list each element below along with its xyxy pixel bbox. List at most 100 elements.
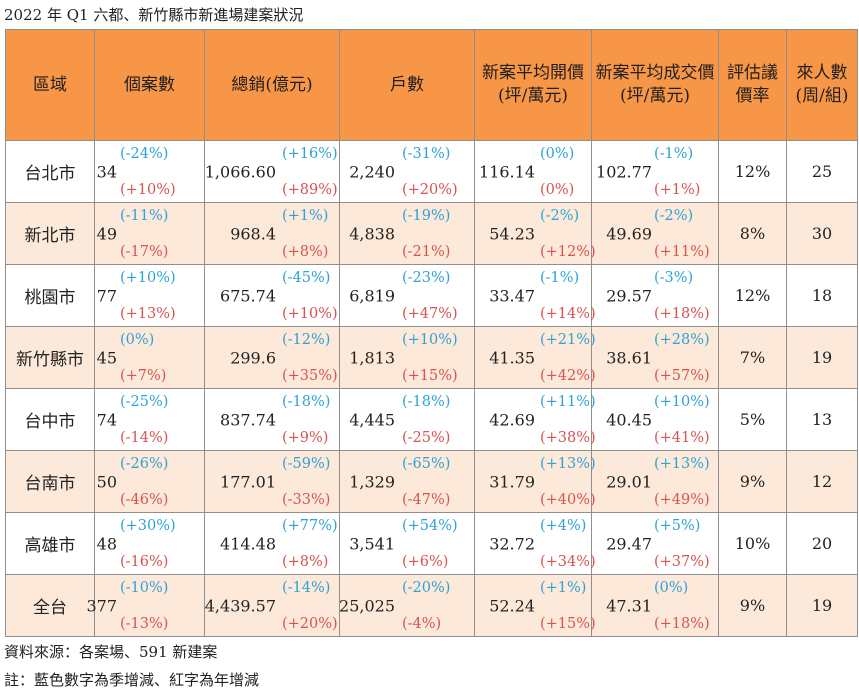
sales-year-change: (+89%) bbox=[282, 182, 338, 198]
cases-year-change: (-16%) bbox=[120, 554, 169, 570]
cases-year-change: (+7%) bbox=[120, 368, 167, 384]
ask-year-change: (+40%) bbox=[540, 492, 596, 508]
region-cell: 台中市 bbox=[5, 388, 95, 451]
deal-year-change: (+1%) bbox=[654, 182, 701, 198]
deal-quarter-change: (-1%) bbox=[654, 146, 694, 162]
units-value: 1,813 bbox=[349, 348, 395, 367]
ask-value: 52.24 bbox=[489, 596, 535, 615]
deal-year-change: (+41%) bbox=[654, 430, 710, 446]
cases-quarter-change: (-26%) bbox=[120, 456, 169, 472]
sales-value: 4,439.57 bbox=[204, 596, 276, 615]
sales-cell: (-14%) 4,439.57 (+20%) bbox=[204, 574, 340, 637]
bargain-rate-cell: 12% bbox=[718, 140, 787, 203]
cases-value: 74 bbox=[96, 410, 117, 429]
ask-year-change: (+42%) bbox=[540, 368, 596, 384]
units-quarter-change: (-23%) bbox=[402, 270, 451, 286]
deal-quarter-change: (0%) bbox=[654, 580, 689, 596]
sales-quarter-change: (-14%) bbox=[282, 580, 331, 596]
units-value: 25,025 bbox=[339, 596, 395, 615]
units-year-change: (-21%) bbox=[402, 244, 451, 260]
deal-quarter-change: (-2%) bbox=[654, 208, 694, 224]
ask-quarter-change: (+1%) bbox=[540, 580, 587, 596]
sales-cell: (+1%) 968.4 (+8%) bbox=[204, 202, 340, 265]
cases-quarter-change: (+30%) bbox=[120, 518, 176, 534]
deal-cell: (-2%) 49.69 (+11%) bbox=[591, 202, 719, 265]
header-total-sales: 總銷(億元) bbox=[204, 29, 340, 141]
sales-quarter-change: (-45%) bbox=[282, 270, 331, 286]
deal-cell: (+5%) 29.47 (+37%) bbox=[591, 512, 719, 575]
deal-quarter-change: (-3%) bbox=[654, 270, 694, 286]
cases-cell: (-11%) 49 (-17%) bbox=[94, 202, 205, 265]
units-cell: (+54%) 3,541 (+6%) bbox=[339, 512, 475, 575]
ask-year-change: (+34%) bbox=[540, 554, 596, 570]
sales-quarter-change: (+1%) bbox=[282, 208, 329, 224]
deal-value: 49.69 bbox=[606, 224, 652, 243]
cases-cell: (+10%) 77 (+13%) bbox=[94, 264, 205, 327]
deal-year-change: (+18%) bbox=[654, 306, 710, 322]
cases-quarter-change: (-25%) bbox=[120, 394, 169, 410]
region-cell: 台南市 bbox=[5, 450, 95, 513]
cases-cell: (-24%) 34 (+10%) bbox=[94, 140, 205, 203]
table-row: 桃園市 (+10%) 77 (+13%) (-45%) 675.74 (+10%) (-23%… bbox=[5, 264, 858, 327]
units-quarter-change: (-65%) bbox=[402, 456, 451, 472]
deal-year-change: (+49%) bbox=[654, 492, 710, 508]
ask-value: 42.69 bbox=[489, 410, 535, 429]
cases-year-change: (-46%) bbox=[120, 492, 169, 508]
units-year-change: (-25%) bbox=[402, 430, 451, 446]
units-quarter-change: (-20%) bbox=[402, 580, 451, 596]
visitors-cell: 19 bbox=[786, 574, 858, 637]
units-value: 3,541 bbox=[349, 534, 395, 553]
ask-year-change: (+38%) bbox=[540, 430, 596, 446]
sales-cell: (-12%) 299.6 (+35%) bbox=[204, 326, 340, 389]
region-cell: 台北市 bbox=[5, 140, 95, 203]
deal-value: 38.61 bbox=[606, 348, 652, 367]
bargain-rate-cell: 8% bbox=[718, 202, 787, 265]
sales-quarter-change: (+77%) bbox=[282, 518, 338, 534]
legend-note: 註：藍色數字為季增減、紅字為年增減 bbox=[4, 671, 260, 689]
region-cell: 高雄市 bbox=[5, 512, 95, 575]
deal-value: 29.47 bbox=[606, 534, 652, 553]
deal-year-change: (+37%) bbox=[654, 554, 710, 570]
ask-value: 31.79 bbox=[489, 472, 535, 491]
region-cell: 新竹縣市 bbox=[5, 326, 95, 389]
deal-quarter-change: (+28%) bbox=[654, 332, 710, 348]
header-units: 戶數 bbox=[339, 29, 475, 141]
header-bargain-rate: 評估議價率 bbox=[718, 29, 787, 141]
sales-value: 675.74 bbox=[220, 286, 276, 305]
cases-quarter-change: (0%) bbox=[120, 332, 155, 348]
sales-quarter-change: (-59%) bbox=[282, 456, 331, 472]
ask-year-change: (+15%) bbox=[540, 616, 596, 632]
cases-cell: (+30%) 48 (-16%) bbox=[94, 512, 205, 575]
bargain-rate-cell: 7% bbox=[718, 326, 787, 389]
ask-cell: (+4%) 32.72 (+34%) bbox=[474, 512, 596, 575]
ask-year-change: (0%) bbox=[540, 182, 575, 198]
ask-cell: (-1%) 33.47 (+14%) bbox=[474, 264, 596, 327]
sales-value: 837.74 bbox=[220, 410, 276, 429]
sales-cell: (-59%) 177.01 (-33%) bbox=[204, 450, 340, 513]
deal-value: 102.77 bbox=[596, 162, 652, 181]
units-quarter-change: (-19%) bbox=[402, 208, 451, 224]
sales-quarter-change: (+16%) bbox=[282, 146, 338, 162]
ask-year-change: (+14%) bbox=[540, 306, 596, 322]
header-cases: 個案數 bbox=[94, 29, 205, 141]
units-quarter-change: (-31%) bbox=[402, 146, 451, 162]
deal-quarter-change: (+13%) bbox=[654, 456, 710, 472]
sales-year-change: (+20%) bbox=[282, 616, 338, 632]
ask-value: 32.72 bbox=[489, 534, 535, 553]
cases-value: 377 bbox=[86, 596, 117, 615]
sales-cell: (+77%) 414.48 (+8%) bbox=[204, 512, 340, 575]
units-year-change: (+6%) bbox=[402, 554, 449, 570]
table-title: 2022 年 Q1 六都、新竹縣市新進場建案狀況 bbox=[4, 6, 304, 24]
units-cell: (+10%) 1,813 (+15%) bbox=[339, 326, 475, 389]
ask-value: 33.47 bbox=[489, 286, 535, 305]
bargain-rate-cell: 5% bbox=[718, 388, 787, 451]
deal-value: 47.31 bbox=[606, 596, 652, 615]
ask-value: 54.23 bbox=[489, 224, 535, 243]
visitors-cell: 13 bbox=[786, 388, 858, 451]
deal-value: 40.45 bbox=[606, 410, 652, 429]
cases-year-change: (+13%) bbox=[120, 306, 176, 322]
sales-year-change: (+8%) bbox=[282, 554, 329, 570]
ask-quarter-change: (-2%) bbox=[540, 208, 580, 224]
ask-cell: (+1%) 52.24 (+15%) bbox=[474, 574, 596, 637]
cases-year-change: (-13%) bbox=[120, 616, 169, 632]
